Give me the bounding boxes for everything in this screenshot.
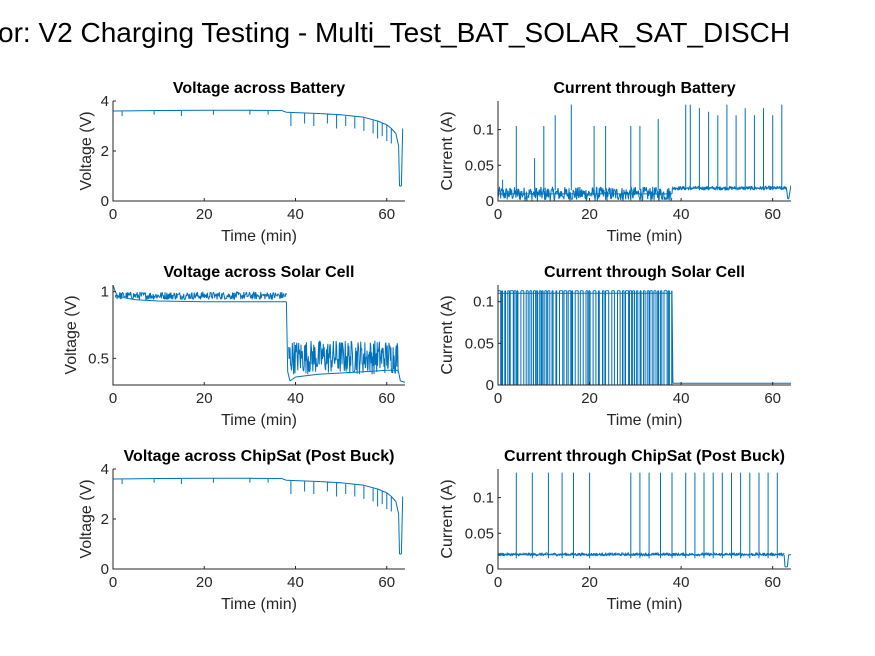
x-tick-label: 20: [196, 206, 213, 223]
x-tick-label: 20: [581, 390, 598, 407]
y-axis-label: Voltage (V): [78, 479, 95, 558]
y-axis-label: Current (A): [439, 479, 456, 558]
y-tick-label: 2: [101, 511, 109, 528]
x-tick-label: 20: [196, 390, 213, 407]
y-tick-label: 0.05: [465, 335, 494, 352]
subplot-title: Voltage across ChipSat (Post Buck): [124, 448, 395, 465]
y-axis-label: Current (A): [439, 295, 456, 374]
axis-lines: [112, 101, 405, 202]
y-tick-label: 0.1: [473, 490, 494, 507]
y-tick-label: 0.1: [473, 294, 494, 311]
y-tick-label: 0: [101, 193, 109, 210]
x-tick-label: 0: [494, 574, 502, 591]
x-tick-label: 20: [581, 574, 598, 591]
subplot-1: Voltage across Battery 0 20 40 60 0 2 4 Time (mi…: [78, 80, 405, 245]
x-axis-label: Time (min): [221, 412, 297, 429]
y-tick-label: 0: [486, 377, 494, 394]
data-series-line: [113, 285, 405, 383]
y-axis-label: Current (A): [439, 111, 456, 190]
x-tick-label: 40: [287, 390, 304, 407]
x-axis-label: Time (min): [607, 596, 683, 613]
y-axis-label: Voltage (V): [63, 295, 80, 374]
x-tick-label: 0: [109, 390, 117, 407]
x-tick-label: 60: [764, 390, 781, 407]
subplot-title: Voltage across Solar Cell: [164, 264, 355, 281]
x-axis-label: Time (min): [221, 228, 297, 245]
y-tick-label: 4: [101, 93, 109, 110]
data-series-line: [113, 477, 404, 555]
x-tick-label: 40: [287, 206, 304, 223]
x-tick-label: 0: [494, 390, 502, 407]
x-tick-label: 60: [378, 206, 395, 223]
axis-lines: [112, 469, 405, 570]
x-tick-label: 60: [378, 390, 395, 407]
subplot-4: Current through Solar Cell 0 20 40 60 0 0.05 0.…: [439, 264, 791, 429]
subplot-title: Current through Solar Cell: [544, 264, 745, 281]
axis-lines: [497, 101, 791, 202]
subplot-title: Voltage across Battery: [173, 80, 345, 97]
figure-suptitle: or: V2 Charging Testing - Multi_Test_BAT…: [0, 17, 790, 48]
subplot-2: Current through Battery 0 20 40 60 0 0.05 0.1 Ti…: [439, 80, 791, 245]
x-tick-label: 0: [109, 574, 117, 591]
y-tick-label: 0: [486, 193, 494, 210]
y-tick-label: 2: [101, 143, 109, 160]
subplot-title: Current through Battery: [553, 80, 735, 97]
x-tick-label: 60: [764, 574, 781, 591]
y-tick-label: 4: [101, 461, 109, 478]
subplot-5: Voltage across ChipSat (Post Buck)0 20 40 6…: [78, 448, 405, 613]
data-series-line: [498, 472, 791, 568]
x-tick-label: 20: [196, 574, 213, 591]
y-tick-label: 0: [486, 561, 494, 578]
x-tick-label: 0: [494, 206, 502, 223]
y-tick-label: 0.05: [465, 525, 494, 542]
y-tick-label: 0.05: [465, 157, 494, 174]
subplot-6: Current through ChipSat (Post Buck) 0 20 40…: [439, 448, 791, 613]
x-axis-label: Time (min): [221, 596, 297, 613]
x-tick-label: 20: [581, 206, 598, 223]
data-series-line: [498, 290, 791, 385]
x-axis-label: Time (min): [607, 412, 683, 429]
y-tick-label: 0: [101, 561, 109, 578]
y-tick-label: 0.5: [88, 350, 109, 367]
x-tick-label: 40: [673, 390, 690, 407]
y-tick-label: 1: [101, 284, 109, 301]
subplot-3: Voltage across Solar Cell 0 20 40 60 0.5 1 Time…: [63, 264, 405, 429]
y-axis-label: Voltage (V): [78, 111, 95, 190]
axis-lines: [112, 285, 405, 386]
x-tick-label: 40: [673, 206, 690, 223]
x-tick-label: 60: [764, 206, 781, 223]
x-axis-label: Time (min): [607, 228, 683, 245]
x-tick-label: 60: [378, 574, 395, 591]
x-tick-label: 0: [109, 206, 117, 223]
y-tick-label: 0.1: [473, 122, 494, 139]
data-series-line: [498, 104, 791, 201]
x-tick-label: 40: [673, 574, 690, 591]
data-series-line: [113, 109, 404, 187]
subplot-title: Current through ChipSat (Post Buck): [504, 448, 785, 465]
x-tick-label: 40: [287, 574, 304, 591]
